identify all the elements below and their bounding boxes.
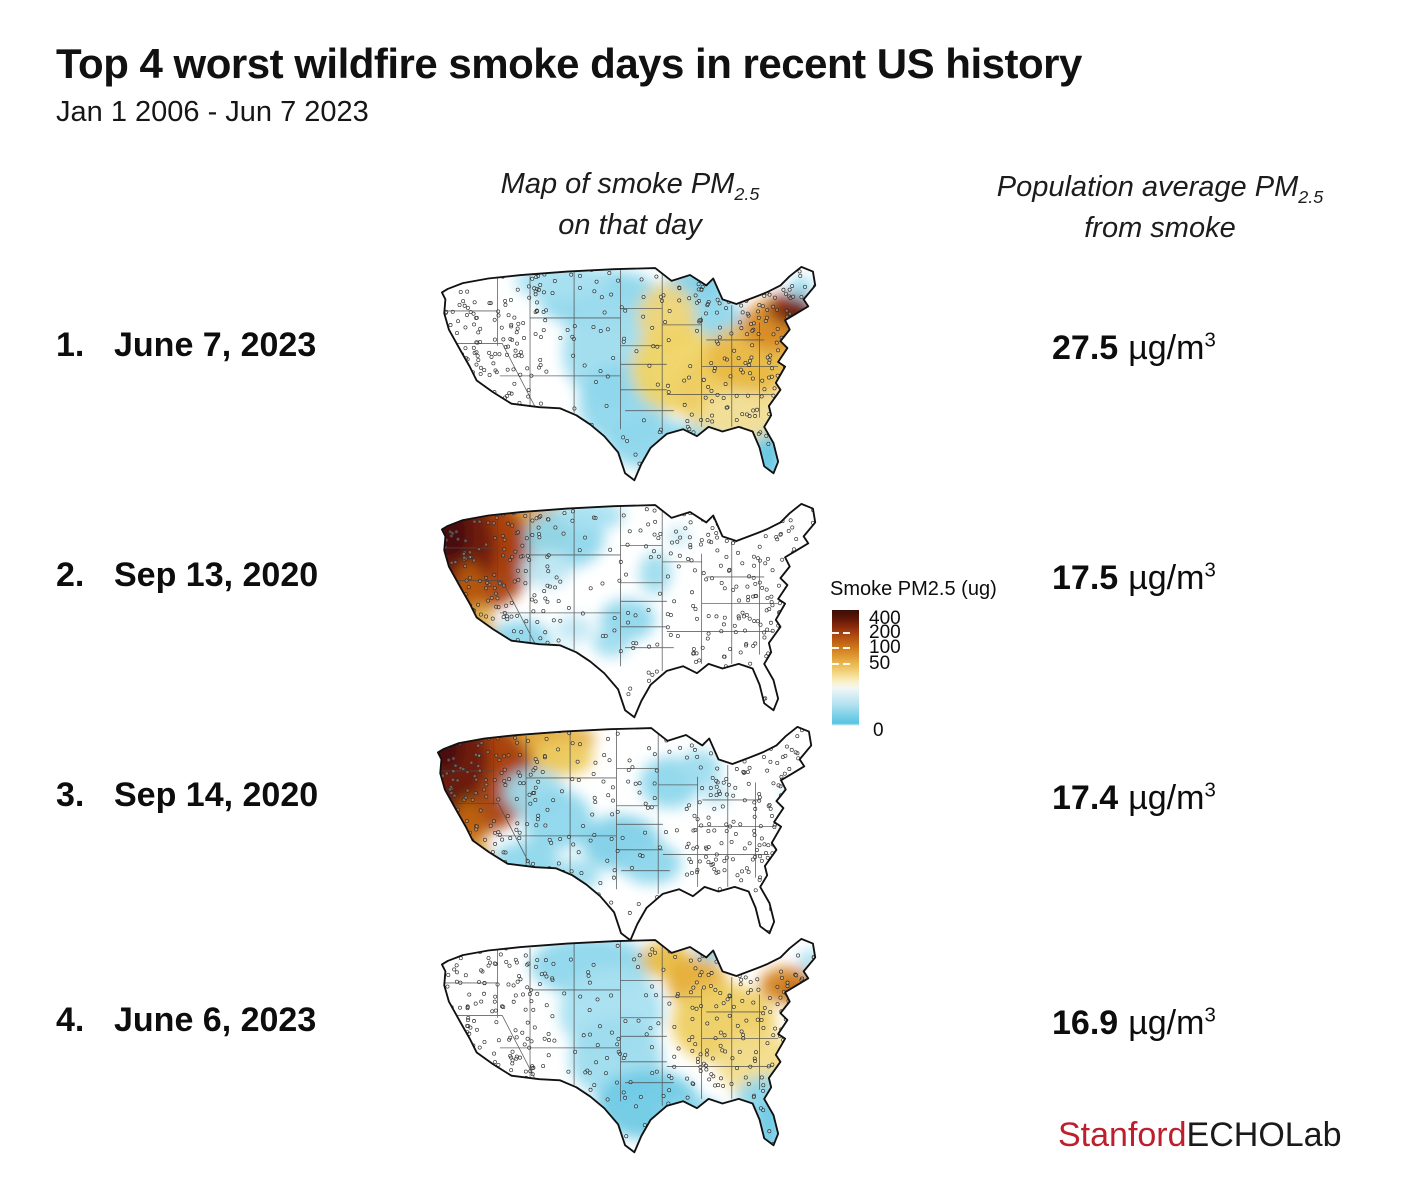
- us-outline: [440, 502, 817, 719]
- map-column-header-subscript: 2.5: [734, 183, 760, 204]
- legend-tick-label: 400: [869, 608, 901, 629]
- pm-value-number: 16.9: [1052, 1004, 1119, 1042]
- legend-tick-mark: [832, 632, 839, 634]
- value-column-header: Population average PM2.5 from smoke: [930, 168, 1390, 248]
- page-title: Top 4 worst wildfire smoke days in recen…: [56, 40, 1082, 87]
- pm-value-unit: µg/m: [1128, 1004, 1205, 1042]
- legend-tick-label: 100: [869, 637, 901, 658]
- legend-tick-mark: [832, 663, 839, 665]
- legend-tick-mark: [843, 663, 850, 665]
- value-column-header-text-line2: from smoke: [1084, 212, 1236, 245]
- map-column-header: Map of smoke PM2.5 on that day: [400, 165, 860, 245]
- rank-number: 1.: [56, 326, 85, 364]
- value-column-header-text: Population average PM: [996, 171, 1299, 203]
- rank-date: Sep 14, 2020: [114, 776, 319, 814]
- legend-tick-label: 200: [869, 622, 901, 643]
- smoke-map-sep-13-2020: [440, 502, 817, 719]
- pm-value-3: 17.4 µg/m3: [1052, 779, 1216, 818]
- map-clipped-content: [441, 266, 816, 481]
- legend-gradient-bar: [832, 610, 859, 732]
- rank-date: Sep 13, 2020: [114, 556, 319, 594]
- pm-value-2: 17.5 µg/m3: [1052, 559, 1216, 598]
- smoke-map-june-7-2023: [440, 265, 817, 482]
- smoke-concentration-layer: [437, 726, 798, 892]
- rank-label-2: 2. Sep 13, 2020: [56, 556, 318, 595]
- legend-title: Smoke PM2.5 (ug): [830, 578, 997, 600]
- rank-number: 3.: [56, 776, 85, 814]
- date-range-subtitle: Jan 1 2006 - Jun 7 2023: [56, 96, 369, 128]
- smoke-map-june-6-2023: [440, 937, 817, 1154]
- pm-value-unit: µg/m: [1128, 329, 1205, 367]
- pm-value-4: 16.9 µg/m3: [1052, 1004, 1216, 1043]
- state-borders: [437, 728, 775, 894]
- us-outline: [440, 937, 817, 1154]
- pm-value-unit-exponent: 3: [1204, 779, 1216, 802]
- pm-value-unit-exponent: 3: [1204, 329, 1216, 352]
- rank-number: 4.: [56, 1001, 85, 1039]
- us-outline: [436, 725, 813, 942]
- map-clipped-content: [441, 938, 816, 1153]
- legend-tick-mark: [832, 647, 839, 649]
- legend-tick-mark: [843, 632, 850, 634]
- color-scale-legend: Smoke PM2.5 (ug) 400 200 100 50 0: [826, 578, 1026, 768]
- pm-value-number: 27.5: [1052, 329, 1119, 367]
- rank-date: June 7, 2023: [114, 326, 317, 364]
- legend-tick-mark: [843, 647, 850, 649]
- map-column-header-text: Map of smoke PM: [500, 168, 735, 200]
- map-clipped-content: [441, 503, 816, 717]
- pm-value-unit: µg/m: [1128, 779, 1205, 817]
- map-column-header-text-line2: on that day: [558, 209, 702, 242]
- value-column-header-subscript: 2.5: [1298, 186, 1324, 207]
- smoke-map-sep-14-2020: [436, 725, 813, 942]
- state-borders: [441, 505, 779, 671]
- rank-label-4: 4. June 6, 2023: [56, 1001, 316, 1040]
- legend-zero-label: 0: [873, 720, 884, 741]
- brand-logo-echolab: ECHOLab: [1186, 1116, 1342, 1154]
- pm-value-number: 17.5: [1052, 559, 1119, 597]
- pm-value-unit-exponent: 3: [1204, 559, 1216, 582]
- pm-value-unit-exponent: 3: [1204, 1004, 1216, 1027]
- rank-label-3: 3. Sep 14, 2020: [56, 776, 318, 815]
- pm-value-number: 17.4: [1052, 779, 1119, 817]
- pm-value-1: 27.5 µg/m3: [1052, 329, 1216, 368]
- rank-date: June 6, 2023: [114, 1001, 317, 1039]
- rank-number: 2.: [56, 556, 85, 594]
- brand-logo-stanford: Stanford: [1058, 1116, 1187, 1154]
- rank-label-1: 1. June 7, 2023: [56, 326, 316, 365]
- brand-logo: StanfordECHOLab: [1058, 1116, 1342, 1155]
- pm-value-unit: µg/m: [1128, 559, 1205, 597]
- us-outline: [440, 265, 817, 482]
- legend-tick-label: 50: [869, 653, 891, 674]
